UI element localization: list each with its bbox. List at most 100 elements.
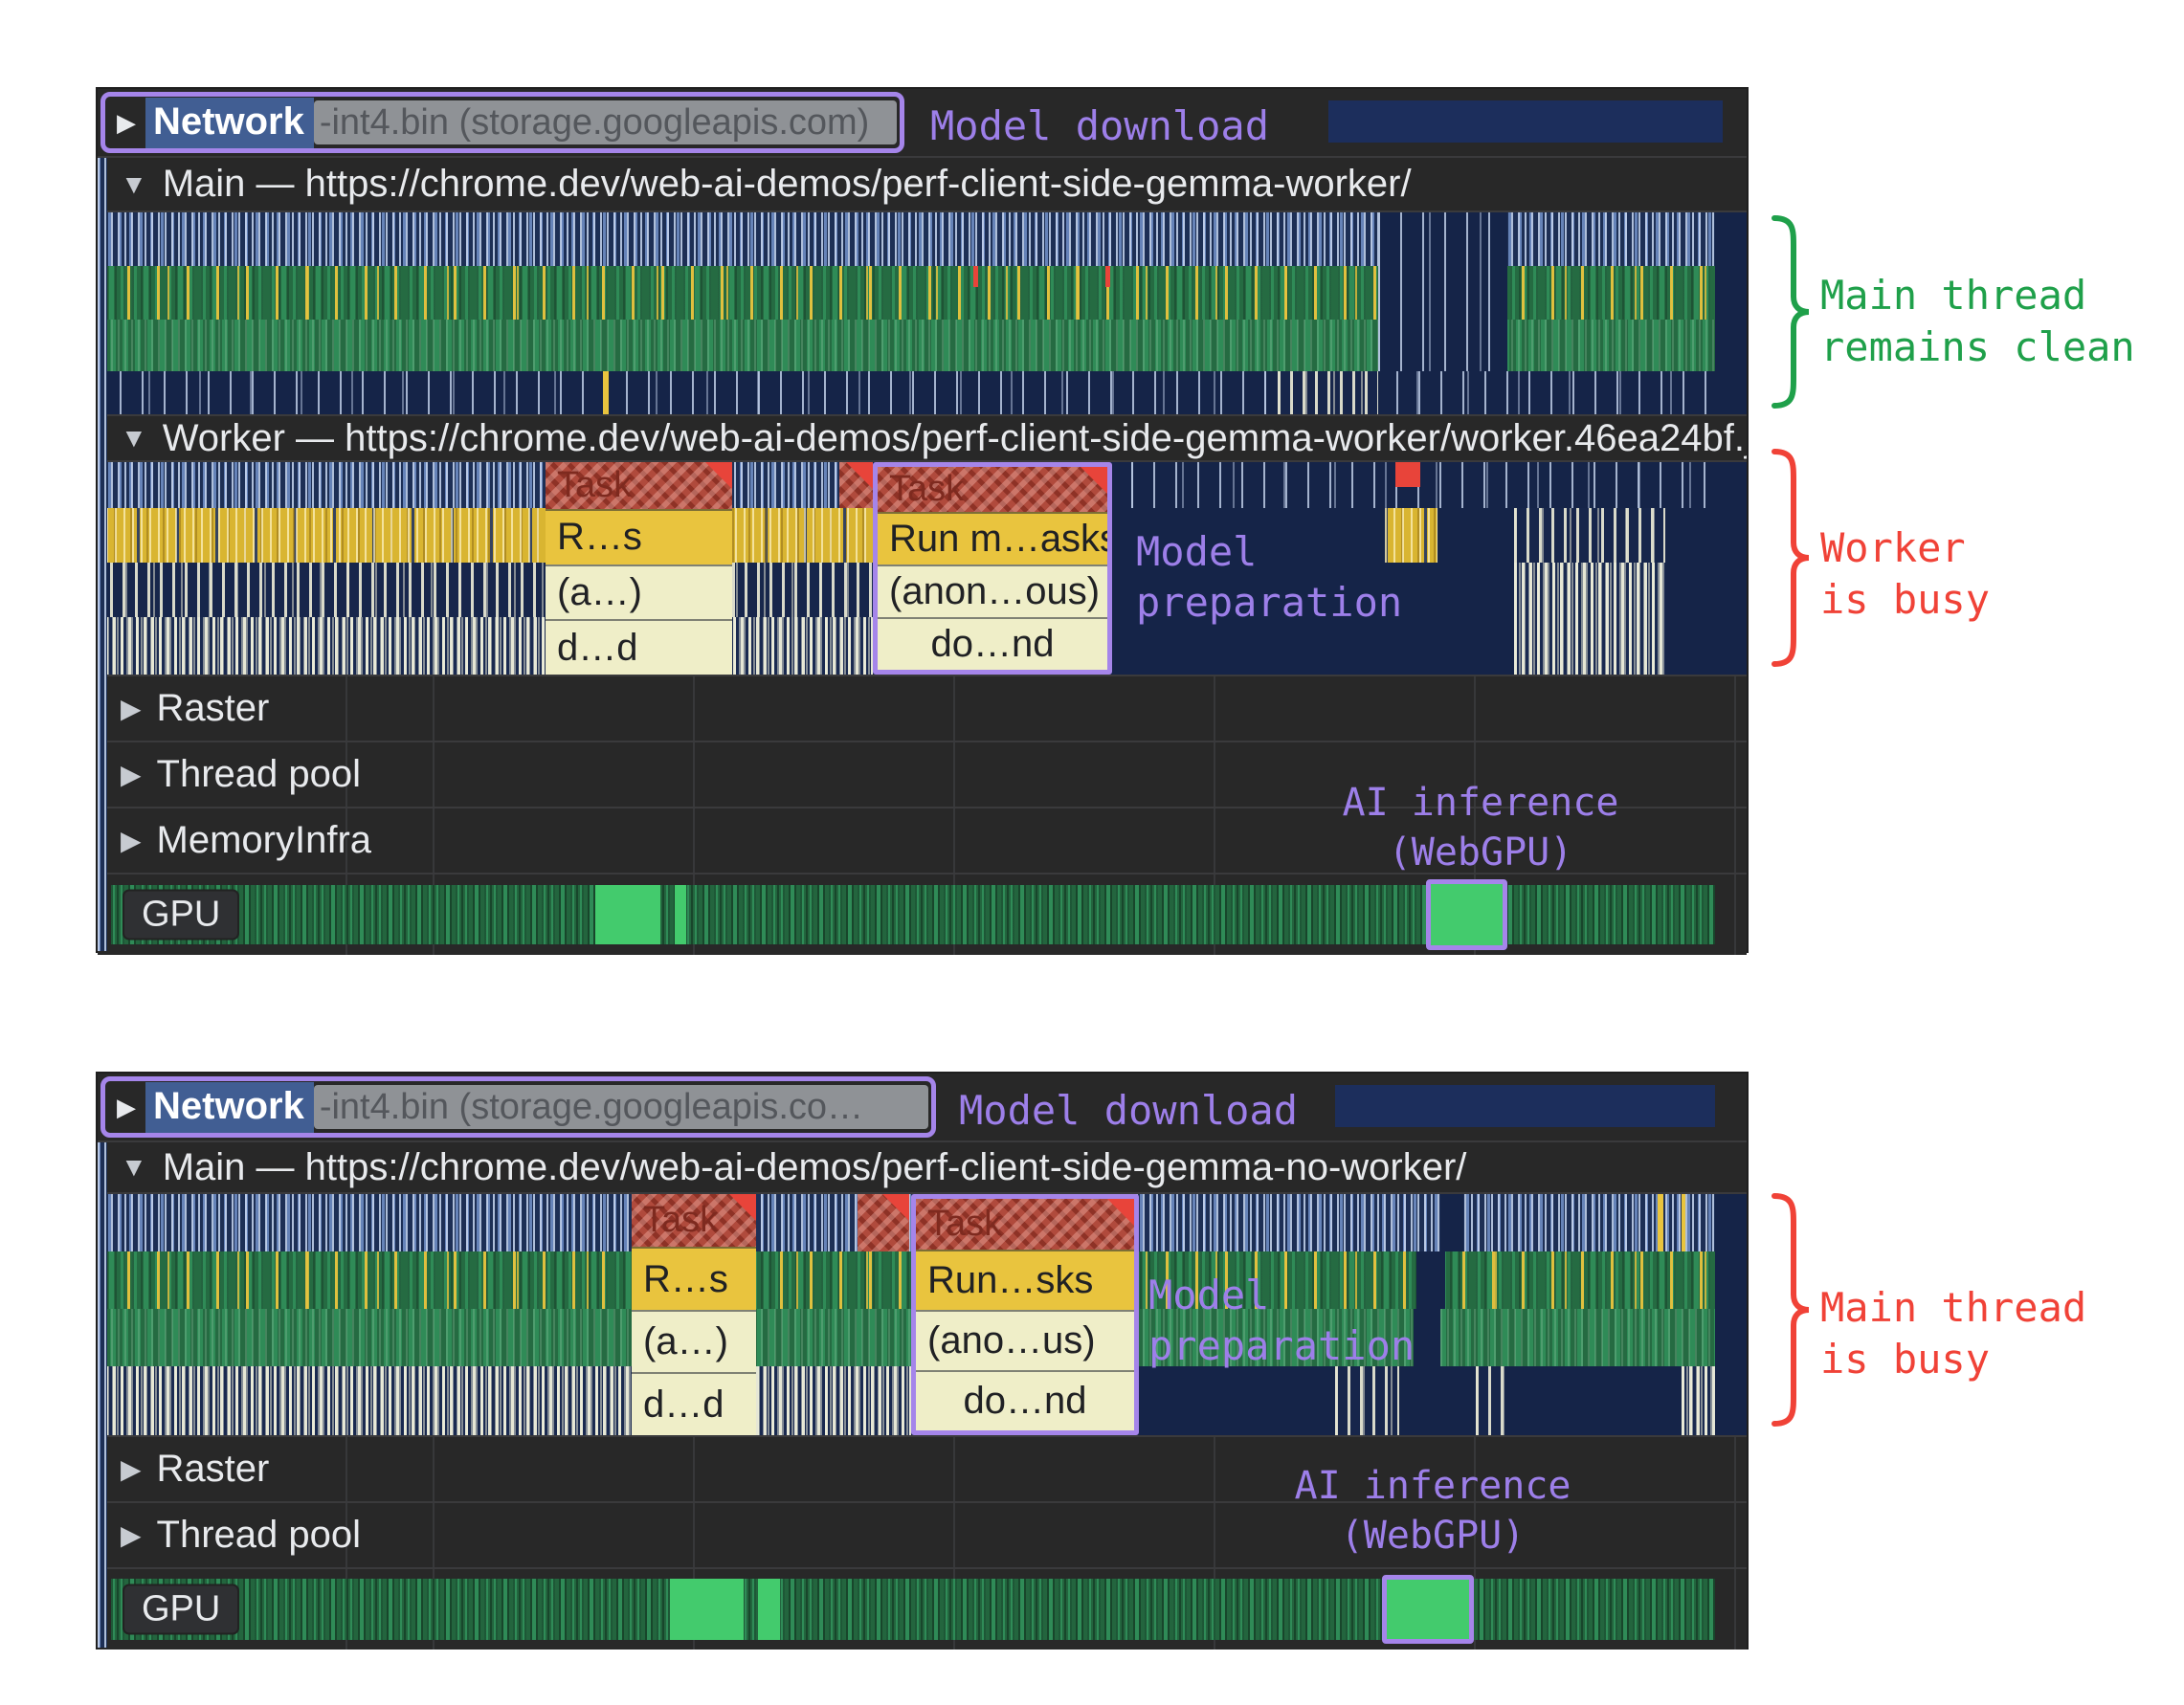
worker-activity-band-4[interactable]: [98, 617, 873, 675]
collapse-triangle-icon[interactable]: ▶: [121, 1520, 142, 1550]
memory-infra-track-label: MemoryInfra: [156, 819, 372, 861]
task-header[interactable]: Task: [916, 1199, 1134, 1251]
main-activity-cluster[interactable]: [1682, 1366, 1715, 1435]
network-request-continuation[interactable]: [1335, 1085, 1715, 1127]
warning-tick[interactable]: [1105, 266, 1110, 287]
main-track-title: Main — https://chrome.dev/web-ai-demos/p…: [162, 163, 1412, 205]
gpu-track-label[interactable]: GPU: [124, 891, 238, 939]
main-activity-gap: [1416, 1251, 1445, 1309]
yellow-tick[interactable]: [603, 371, 609, 414]
network-track-label[interactable]: Network: [145, 97, 314, 148]
task-row[interactable]: do…nd: [916, 1370, 1134, 1430]
main-activity-cluster[interactable]: [1278, 371, 1378, 414]
main-activity-band-4[interactable]: [98, 1366, 911, 1435]
scroll-strip[interactable]: [98, 1142, 107, 1648]
worker-sparse-ticks[interactable]: [1131, 462, 1715, 508]
task-row[interactable]: d…d: [632, 1372, 756, 1435]
task-row[interactable]: (ano…us): [916, 1310, 1134, 1371]
flame-right-edge: [1715, 462, 1747, 675]
long-task-block[interactable]: Task R…s (a…) d…d: [632, 1194, 756, 1435]
long-task-block-highlighted[interactable]: Task Run m…asks (anon…ous) do…nd: [873, 462, 1112, 675]
long-task-block[interactable]: Task R…s (a…) d…d: [546, 462, 732, 675]
worker-pale-cluster-4[interactable]: [1514, 617, 1665, 675]
main-track-header[interactable]: ▼ Main — https://chrome.dev/web-ai-demos…: [98, 1142, 1747, 1194]
scroll-strip[interactable]: [98, 158, 107, 951]
worker-flame-chart[interactable]: Task R…s (a…) d…d Task Run m…asks (anon……: [98, 462, 1747, 676]
task-row[interactable]: (anon…ous): [878, 564, 1107, 617]
main-activity-band-4[interactable]: [98, 371, 1715, 414]
expand-triangle-icon[interactable]: ▼: [121, 168, 147, 199]
collapse-triangle-icon[interactable]: ▶: [121, 694, 142, 723]
network-track[interactable]: ▶ Network -int4.bin (storage.googleapis.…: [98, 1074, 1747, 1142]
thread-pool-track[interactable]: ▶ Thread pool: [98, 1503, 1747, 1569]
gpu-track[interactable]: GPU: [98, 1569, 1747, 1650]
task-row[interactable]: Run…sks: [916, 1250, 1134, 1311]
gpu-inference-segment[interactable]: [1431, 884, 1503, 945]
thread-pool-track[interactable]: ▶ Thread pool: [98, 742, 1747, 808]
gpu-bright-segment[interactable]: [595, 885, 660, 944]
task-row[interactable]: R…s: [546, 508, 732, 565]
yellow-tick[interactable]: [1682, 1194, 1685, 1251]
task-row[interactable]: R…s: [632, 1247, 756, 1310]
network-request-continuation[interactable]: [1328, 100, 1723, 143]
long-task-marker[interactable]: [1395, 462, 1420, 487]
task-header[interactable]: Task: [546, 462, 732, 509]
worker-activity-band-1[interactable]: [98, 462, 873, 508]
task-header[interactable]: Task: [632, 1194, 756, 1248]
main-activity-gap-1[interactable]: [1378, 212, 1507, 266]
main-flame-chart[interactable]: [98, 212, 1747, 416]
long-task-hatch[interactable]: [858, 1194, 909, 1251]
flame-right-edge: [1715, 212, 1747, 414]
yellow-tick[interactable]: [1658, 1194, 1663, 1251]
network-track-label[interactable]: Network: [145, 1081, 314, 1133]
collapse-triangle-icon[interactable]: ▶: [121, 1454, 142, 1484]
long-task-block-highlighted[interactable]: Task Run…sks (ano…us) do…nd: [911, 1194, 1139, 1435]
expand-triangle-icon[interactable]: ▼: [121, 1152, 147, 1182]
network-track[interactable]: ▶ Network -int4.bin (storage.googleapis.…: [98, 89, 1747, 158]
disclosure-triangle-icon[interactable]: ▶: [117, 107, 136, 137]
main-flame-chart[interactable]: Task R…s (a…) d…d Task Run…sks (ano…us) …: [98, 1194, 1747, 1437]
main-track-header[interactable]: ▼ Main — https://chrome.dev/web-ai-demos…: [98, 158, 1747, 212]
memory-infra-track[interactable]: ▶ MemoryInfra: [98, 808, 1747, 875]
main-activity-cluster[interactable]: [1335, 1366, 1399, 1435]
raster-track[interactable]: ▶ Raster: [98, 1437, 1747, 1503]
gpu-track-label[interactable]: GPU: [124, 1585, 238, 1633]
gpu-bright-segment[interactable]: [670, 1579, 744, 1640]
model-download-annotation: Model download: [930, 102, 1270, 149]
task-row[interactable]: (a…): [632, 1309, 756, 1373]
network-request-bar[interactable]: -int4.bin (storage.googleapis.com): [313, 100, 897, 144]
brace-icon: [1772, 1193, 1810, 1427]
task-row[interactable]: do…nd: [878, 616, 1107, 670]
worker-activity-band-3[interactable]: [98, 563, 873, 617]
main-activity-gap-3[interactable]: [1378, 320, 1507, 371]
devtools-panel-worker: ▶ Network -int4.bin (storage.googleapis.…: [96, 87, 1749, 955]
task-header[interactable]: Task: [878, 467, 1107, 512]
worker-activity-band-2[interactable]: [98, 508, 873, 563]
network-annotation-box: ▶ Network -int4.bin (storage.googleapis.…: [100, 92, 904, 153]
long-task-hatch[interactable]: [839, 462, 873, 508]
main-activity-band-2[interactable]: [98, 1251, 1715, 1309]
worker-pale-cluster-2[interactable]: [1514, 508, 1665, 563]
brace-icon: [1772, 449, 1810, 667]
gpu-track[interactable]: GPU: [98, 875, 1747, 955]
task-row[interactable]: d…d: [546, 619, 732, 675]
main-activity-gap-2[interactable]: [1378, 266, 1507, 320]
gpu-activity-bar[interactable]: [111, 1579, 1715, 1640]
main-activity-cluster[interactable]: [1476, 1366, 1504, 1435]
gpu-bright-segment[interactable]: [758, 1579, 780, 1640]
main-activity-band-3b[interactable]: [1440, 1309, 1715, 1366]
worker-yellow-cluster[interactable]: [1385, 508, 1437, 563]
raster-track[interactable]: ▶ Raster: [98, 676, 1747, 742]
warning-tick[interactable]: [973, 266, 978, 287]
collapse-triangle-icon[interactable]: ▶: [121, 826, 142, 855]
worker-track-header[interactable]: ▼ Worker — https://chrome.dev/web-ai-dem…: [98, 416, 1747, 462]
disclosure-triangle-icon[interactable]: ▶: [117, 1092, 136, 1121]
collapse-triangle-icon[interactable]: ▶: [121, 760, 142, 789]
network-request-bar[interactable]: -int4.bin (storage.googleapis.co…: [313, 1085, 928, 1129]
gpu-bright-segment[interactable]: [675, 885, 686, 944]
task-row[interactable]: (a…): [546, 564, 732, 620]
worker-pale-cluster-3[interactable]: [1514, 563, 1665, 617]
expand-triangle-icon[interactable]: ▼: [121, 423, 147, 453]
gpu-inference-segment[interactable]: [1387, 1580, 1469, 1639]
task-row[interactable]: Run m…asks: [878, 511, 1107, 565]
